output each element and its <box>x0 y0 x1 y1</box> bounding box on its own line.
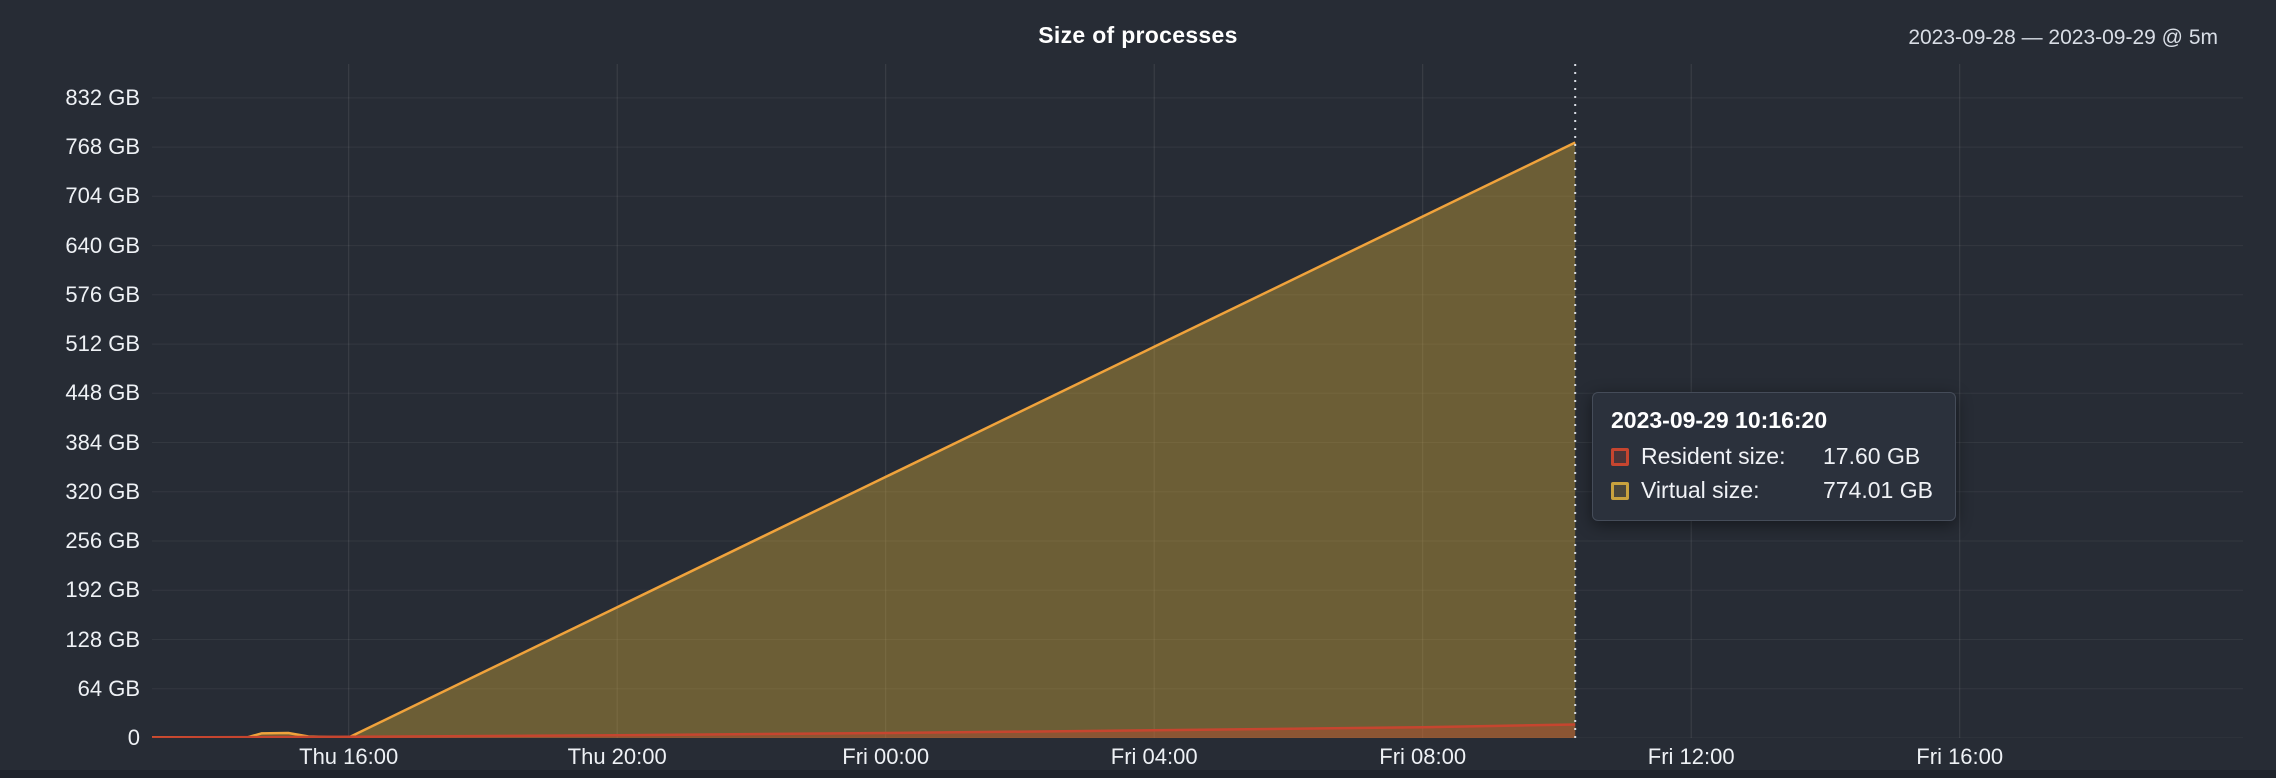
y-axis-label: 128 GB <box>65 626 140 652</box>
chart-title: Size of processes <box>1038 22 1238 48</box>
y-axis-label: 576 GB <box>65 281 140 307</box>
y-axis-label: 640 GB <box>65 232 140 258</box>
y-axis-label: 192 GB <box>65 577 140 603</box>
chart-tooltip: 2023-09-29 10:16:20 Resident size: 17.60 … <box>1592 392 1956 521</box>
virtual-size-swatch-icon <box>1611 481 1629 500</box>
tooltip-value: 774.01 GB <box>1823 477 1933 503</box>
y-axis-label: 384 GB <box>65 429 140 455</box>
tooltip-row: Resident size: 17.60 GB <box>1611 443 1933 470</box>
x-axis-label: Fri 12:00 <box>1647 744 1735 769</box>
panel-bottom-edge <box>0 770 2276 778</box>
tooltip-label: Resident size: <box>1641 443 1786 469</box>
tooltip-row: Virtual size: 774.01 GB <box>1611 477 1933 504</box>
virtual-size-area <box>152 142 1576 738</box>
y-axis-label: 320 GB <box>65 478 140 504</box>
x-axis-label: Thu 16:00 <box>299 744 399 769</box>
tooltip-value: 17.60 GB <box>1823 443 1921 469</box>
y-axis-label: 0 <box>127 725 140 750</box>
x-axis-label: Fri 04:00 <box>1110 744 1198 769</box>
x-axis-label: Fri 00:00 <box>842 744 930 769</box>
y-axis-label: 64 GB <box>77 675 140 701</box>
y-axis-label: 256 GB <box>65 528 140 554</box>
x-axis-label: Fri 16:00 <box>1916 744 2004 769</box>
tooltip-timestamp: 2023-09-29 10:16:20 <box>1611 407 1828 433</box>
y-axis-label: 448 GB <box>65 380 140 406</box>
resident-size-swatch-icon <box>1611 447 1629 466</box>
resident-size-area <box>152 724 1576 738</box>
x-axis-label: Fri 08:00 <box>1379 744 1467 769</box>
y-axis-label: 768 GB <box>65 134 140 160</box>
y-axis-label: 832 GB <box>65 84 140 110</box>
x-axis-label: Thu 20:00 <box>567 744 667 769</box>
virtual-size-line <box>152 141 1576 739</box>
time-range-label: 2023-09-28 — 2023-09-29 @ 5m <box>1908 26 2218 49</box>
resident-size-line <box>151 723 1576 739</box>
y-axis-label: 704 GB <box>65 183 140 209</box>
y-axis-label: 512 GB <box>65 331 140 357</box>
tooltip-rows: Resident size: 17.60 GB Virtual size: 774.0… <box>1611 443 1933 504</box>
tooltip-label: Virtual size: <box>1641 477 1760 503</box>
